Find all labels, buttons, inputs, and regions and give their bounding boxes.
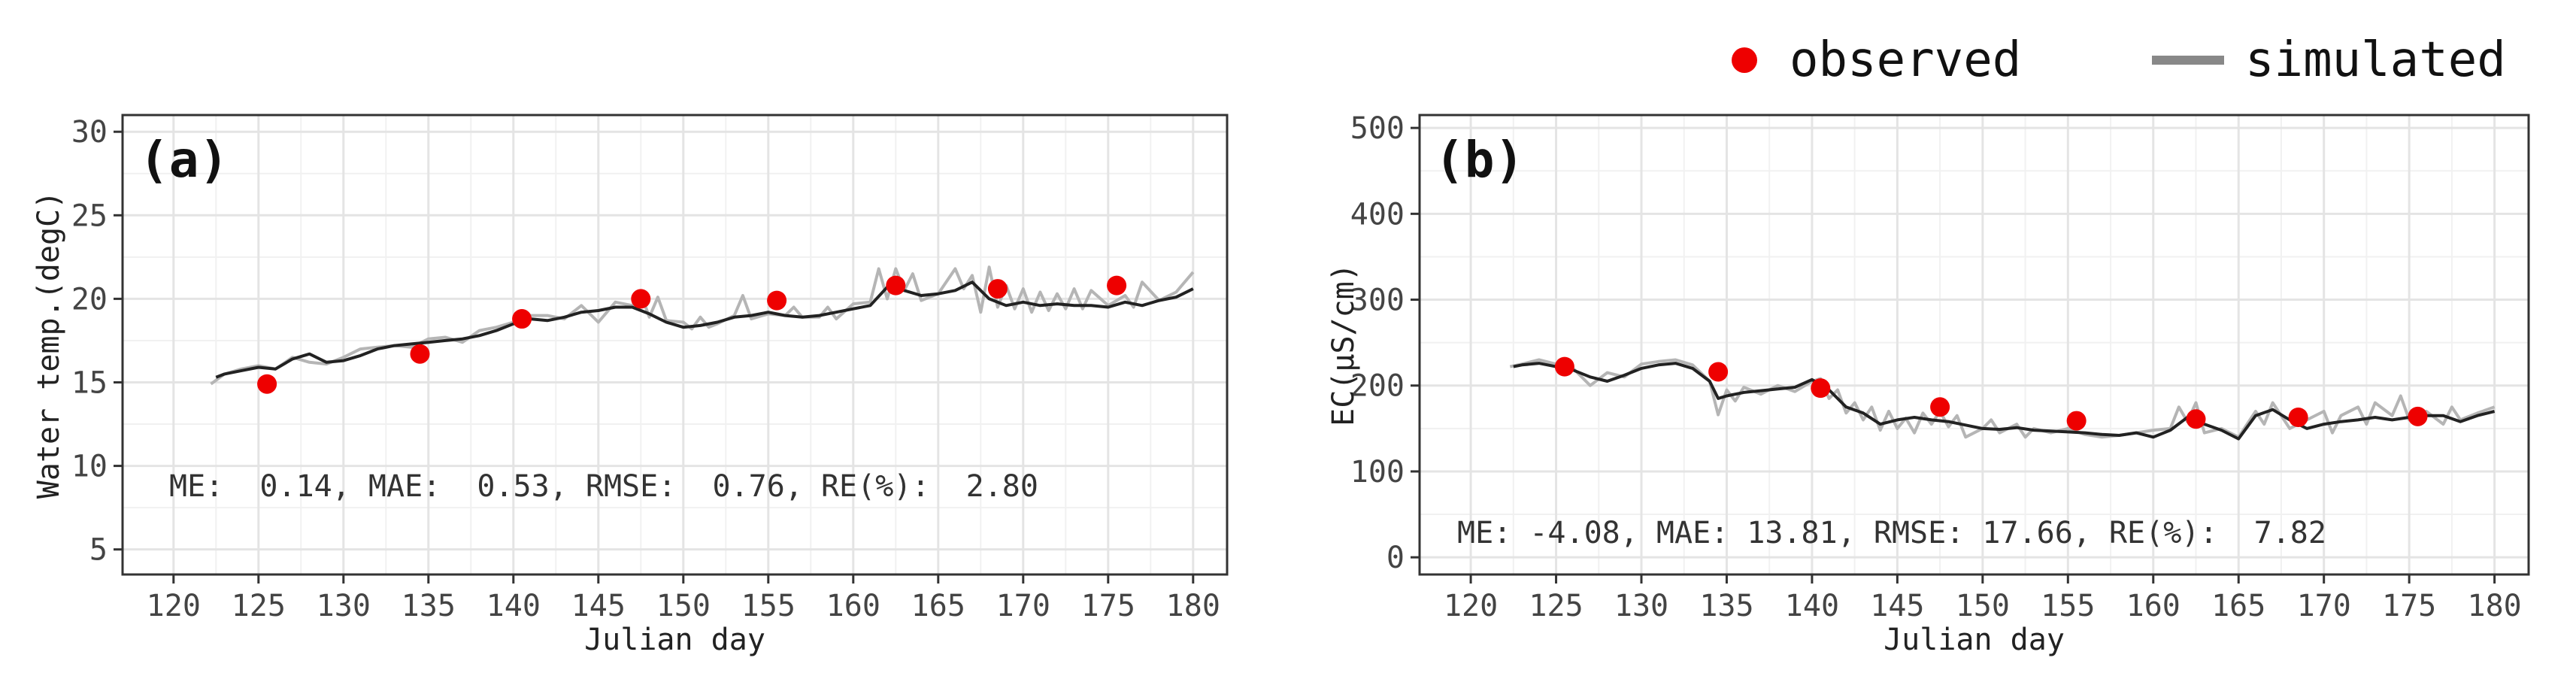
x-tick-label: 165: [911, 589, 965, 623]
observed-point: [257, 374, 277, 394]
plot-border: [1418, 114, 2530, 576]
x-axis-label: Julian day: [1884, 623, 2065, 657]
observed-point: [767, 290, 787, 311]
x-tick-label: 175: [1081, 589, 1135, 623]
x-tick-label: 160: [826, 589, 880, 623]
x-tick-label: 135: [1699, 589, 1753, 623]
y-tick-label: 15: [71, 365, 108, 400]
panel-label: (a): [139, 131, 229, 189]
y-tick-label: 200: [1350, 369, 1405, 404]
observed-point: [987, 279, 1008, 299]
observed-point: [1930, 397, 1950, 417]
y-axis-label: EC(µS/cm): [1326, 263, 1361, 426]
legend-label-observed: observed: [1790, 32, 2022, 88]
observed-point: [631, 289, 651, 309]
x-tick-label: 130: [1614, 589, 1668, 623]
observed-point: [886, 275, 906, 296]
observed-point: [2408, 406, 2428, 426]
chart-panel-a: 120 125 130 135 140 145 150 155 160 165 170 175 180 5…: [32, 114, 1229, 657]
x-tick-label: 155: [2041, 589, 2095, 623]
observed-point: [1107, 275, 1127, 296]
observed-point: [2066, 411, 2087, 431]
x-tick-label: 120: [1444, 589, 1498, 623]
y-tick-label: 0: [1386, 541, 1405, 575]
observed-point: [1708, 362, 1729, 382]
x-tick-label: 120: [147, 589, 201, 623]
stats-text: ME: 0.14, MAE: 0.53, RMSE: 0.76, RE(%): …: [169, 469, 1038, 504]
y-tick-label: 100: [1350, 455, 1405, 490]
x-tick-label: 130: [317, 589, 371, 623]
legend-item-observed: observed: [1729, 30, 2021, 90]
x-tick-label: 180: [2467, 589, 2521, 623]
x-tick-label: 170: [2297, 589, 2351, 623]
y-axis-label: Water temp.(degC): [32, 191, 66, 499]
simulated-line: [1509, 358, 2496, 439]
stats-text: ME: -4.08, MAE: 13.81, RMSE: 17.66, RE(%…: [1457, 516, 2326, 550]
y-tick-label: 20: [71, 282, 108, 317]
observed-point: [1811, 378, 1831, 399]
y-tick-label: 5: [89, 533, 108, 568]
simulated-smoothed-line: [215, 280, 1194, 379]
y-tick-label: 500: [1350, 111, 1405, 146]
x-tick-label: 150: [656, 589, 711, 623]
x-tick-label: 125: [1529, 589, 1583, 623]
observed-point: [512, 309, 532, 329]
observed-point: [410, 344, 430, 364]
x-tick-label: 140: [486, 589, 541, 623]
x-tick-label: 150: [1956, 589, 2010, 623]
x-tick-label: 180: [1166, 589, 1220, 623]
chart-panel-b: 120 125 130 135 140 145 150 155 160 165 170 175 180 0…: [1326, 111, 2530, 657]
legend: observed simulated: [1729, 30, 2564, 90]
x-tick-label: 145: [571, 589, 626, 623]
y-tick-label: 25: [71, 199, 108, 233]
x-tick-label: 175: [2382, 589, 2436, 623]
legend-item-simulated: simulated: [2150, 30, 2506, 90]
observed-point: [2186, 409, 2206, 429]
x-tick-label: 170: [996, 589, 1050, 623]
legend-dot-icon: [1732, 47, 1757, 73]
simulated-smoothed-line: [1513, 362, 2496, 441]
x-tick-label: 145: [1870, 589, 1924, 623]
x-tick-label: 160: [2126, 589, 2181, 623]
observed-point: [2288, 408, 2308, 428]
x-tick-label: 125: [232, 589, 286, 623]
y-tick-label: 10: [71, 450, 108, 484]
y-tick-label: 300: [1350, 283, 1405, 318]
x-tick-label: 155: [741, 589, 796, 623]
plot-border: [121, 114, 1229, 576]
x-tick-label: 165: [2211, 589, 2265, 623]
panel-label: (b): [1435, 131, 1524, 189]
x-tick-label: 140: [1785, 589, 1839, 623]
y-tick-label: 400: [1350, 197, 1405, 232]
x-axis-label: Julian day: [584, 623, 765, 657]
legend-label-simulated: simulated: [2245, 32, 2506, 88]
legend-line-icon: [2152, 56, 2224, 65]
y-tick-label: 30: [71, 115, 108, 150]
observed-point: [1554, 356, 1574, 377]
x-tick-label: 135: [402, 589, 456, 623]
